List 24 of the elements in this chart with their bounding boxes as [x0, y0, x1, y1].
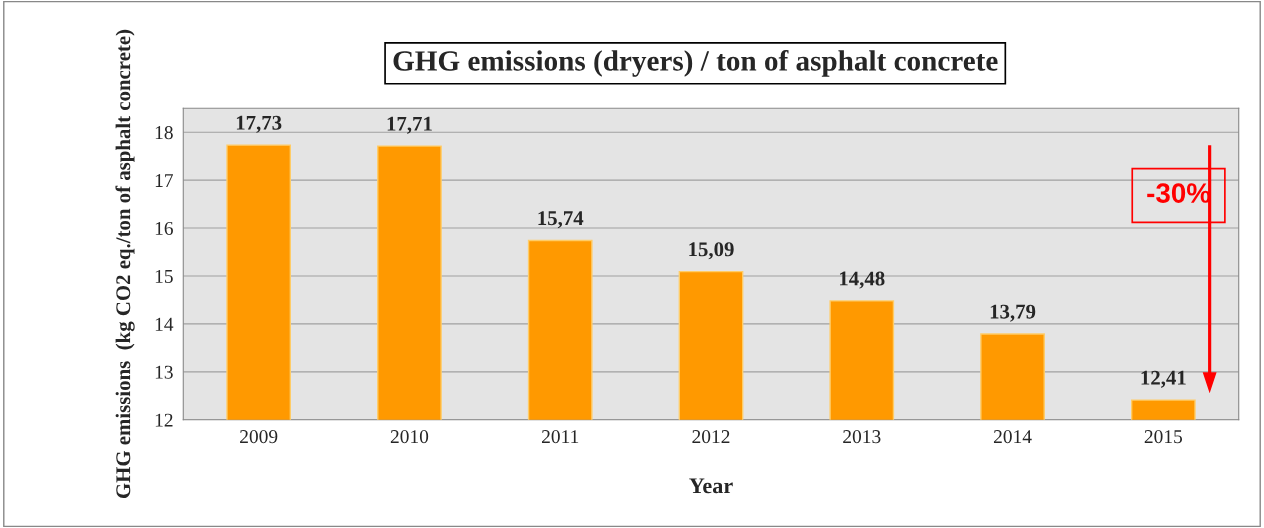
y-tick-label: 18: [155, 126, 173, 140]
chart-title: GHG emissions (dryers) / ton of asphalt concrete: [393, 49, 998, 77]
y-axis-title: GHG emissions (kg CO2 eq./ton of asphalt concrete): [115, 29, 135, 499]
data-label: 14,48: [840, 271, 885, 289]
x-tick-label: 2010: [390, 430, 429, 444]
x-tick-label: 2012: [692, 430, 730, 444]
data-label: 13,79: [990, 304, 1036, 322]
data-label: 15,74: [538, 211, 584, 229]
data-label: 17,73: [236, 115, 282, 133]
x-axis-title: Year: [689, 478, 733, 494]
data-label: 17,71: [387, 116, 432, 134]
data-label: 15,09: [689, 242, 734, 260]
y-tick-label: 15: [155, 269, 173, 283]
x-tick-label: 2013: [843, 430, 881, 444]
y-tick-label: 14: [155, 317, 174, 331]
x-tick-label: 2009: [240, 430, 278, 444]
y-tick-label: 13: [155, 365, 173, 379]
data-label: 12,41: [1141, 370, 1186, 388]
x-tick-label: 2011: [542, 430, 579, 444]
y-tick-label: 17: [155, 174, 173, 187]
x-tick-label: 2014: [993, 430, 1032, 444]
x-tick-label: 2015: [1144, 430, 1183, 444]
y-tick-label: 16: [155, 221, 173, 235]
y-tick-label: 12: [155, 413, 173, 427]
